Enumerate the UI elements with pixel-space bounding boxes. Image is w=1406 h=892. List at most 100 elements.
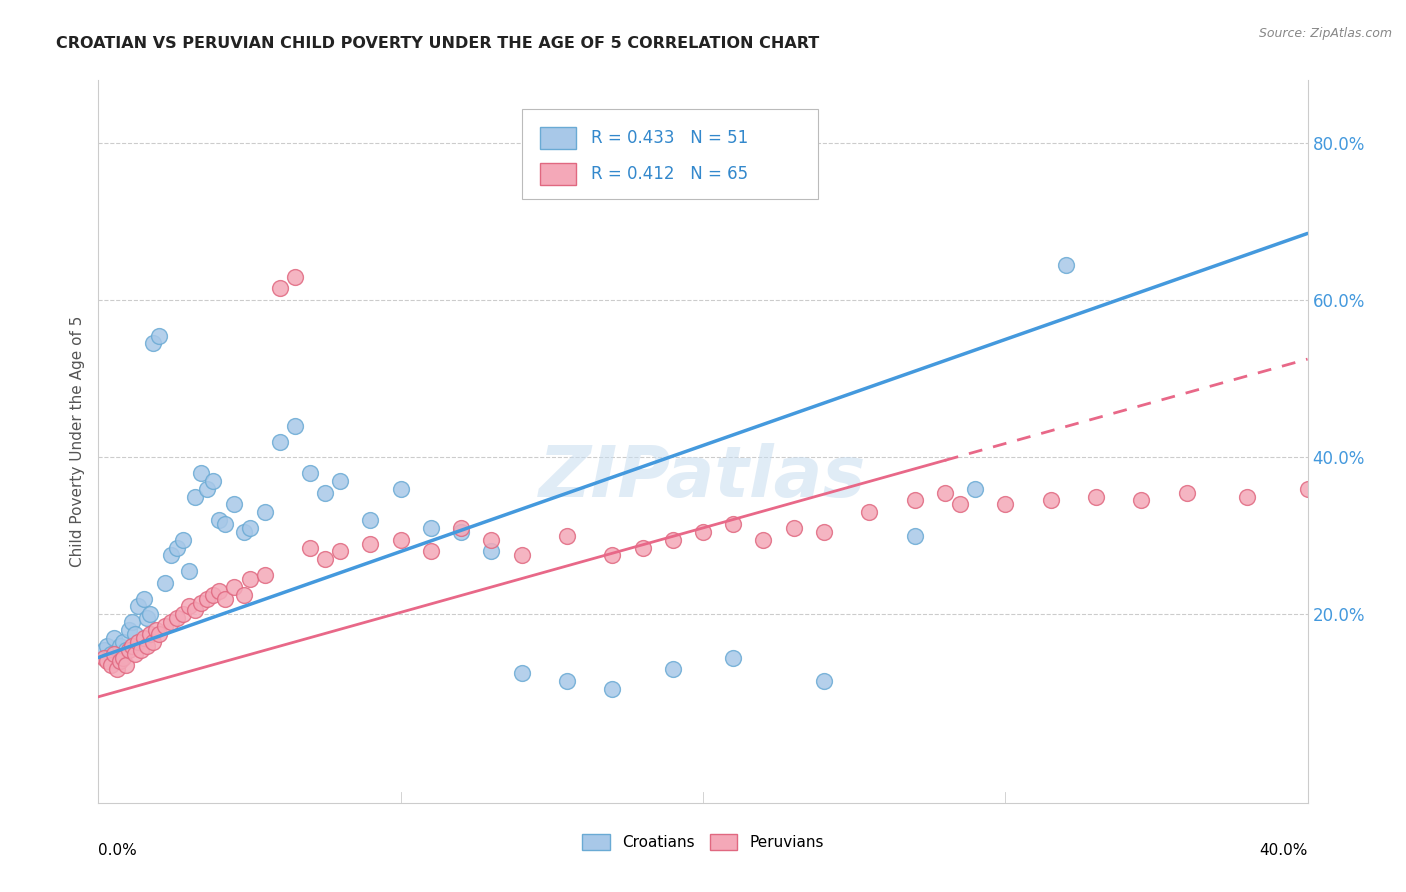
Point: [132, 631, 155, 645]
Point: [121, 639, 143, 653]
FancyBboxPatch shape: [522, 109, 818, 200]
Point: [1039, 493, 1062, 508]
Point: [103, 631, 125, 645]
Point: [184, 603, 207, 617]
Point: [184, 490, 207, 504]
Point: [208, 513, 231, 527]
Point: [121, 615, 143, 630]
Point: [148, 328, 170, 343]
Point: [723, 516, 745, 531]
Point: [949, 497, 972, 511]
Point: [108, 655, 131, 669]
Point: [153, 619, 176, 633]
Point: [360, 536, 382, 550]
Point: [1236, 490, 1258, 504]
Point: [661, 662, 683, 676]
Point: [1054, 258, 1077, 272]
Point: [172, 533, 194, 547]
Point: [142, 336, 165, 351]
Point: [555, 529, 578, 543]
Point: [994, 497, 1017, 511]
Point: [195, 591, 218, 606]
Point: [752, 533, 775, 547]
Text: Source: ZipAtlas.com: Source: ZipAtlas.com: [1258, 27, 1392, 40]
Point: [160, 549, 183, 563]
Point: [127, 599, 149, 614]
Point: [103, 647, 125, 661]
Legend: Croatians, Peruvians: Croatians, Peruvians: [576, 829, 830, 856]
Point: [661, 533, 683, 547]
Point: [105, 662, 128, 676]
Point: [124, 647, 146, 661]
Point: [111, 635, 134, 649]
Point: [329, 474, 352, 488]
Point: [329, 544, 352, 558]
Point: [232, 524, 254, 539]
Point: [160, 615, 183, 630]
Point: [481, 544, 503, 558]
Point: [96, 639, 118, 653]
Point: [420, 544, 443, 558]
Point: [904, 529, 927, 543]
Point: [129, 642, 152, 657]
Point: [118, 623, 141, 637]
Point: [783, 521, 806, 535]
Point: [253, 568, 276, 582]
Point: [111, 650, 134, 665]
Point: [631, 541, 654, 555]
Point: [420, 521, 443, 535]
Point: [139, 627, 162, 641]
Point: [214, 516, 236, 531]
Point: [813, 674, 835, 689]
Point: [93, 642, 115, 657]
Point: [190, 466, 212, 480]
Point: [284, 269, 307, 284]
FancyBboxPatch shape: [540, 163, 576, 185]
Point: [179, 599, 201, 614]
Point: [253, 505, 276, 519]
Text: R = 0.433   N = 51: R = 0.433 N = 51: [591, 129, 748, 147]
Point: [135, 639, 157, 653]
Point: [450, 521, 472, 535]
Point: [813, 524, 835, 539]
Point: [239, 521, 262, 535]
Point: [389, 482, 412, 496]
Point: [132, 591, 155, 606]
Point: [166, 541, 188, 555]
Point: [1130, 493, 1153, 508]
Point: [172, 607, 194, 622]
Text: 40.0%: 40.0%: [1260, 843, 1308, 857]
Point: [93, 650, 115, 665]
Point: [148, 627, 170, 641]
Point: [100, 658, 122, 673]
Point: [214, 591, 236, 606]
Point: [118, 642, 141, 657]
Point: [153, 575, 176, 590]
Point: [934, 485, 956, 500]
Point: [105, 655, 128, 669]
Point: [299, 466, 322, 480]
Point: [1296, 482, 1319, 496]
Point: [179, 564, 201, 578]
Point: [692, 524, 714, 539]
Text: R = 0.412   N = 65: R = 0.412 N = 65: [591, 165, 748, 183]
Text: ZIPatlas: ZIPatlas: [540, 443, 866, 512]
Point: [510, 666, 533, 681]
Point: [299, 541, 322, 555]
Point: [723, 650, 745, 665]
Point: [127, 635, 149, 649]
Point: [124, 627, 146, 641]
Point: [96, 655, 118, 669]
Point: [142, 635, 165, 649]
Point: [1175, 485, 1198, 500]
Point: [269, 434, 291, 449]
Point: [1085, 490, 1108, 504]
Point: [602, 681, 624, 696]
Point: [108, 639, 131, 653]
Point: [202, 474, 225, 488]
Point: [224, 497, 246, 511]
Point: [481, 533, 503, 547]
Point: [114, 642, 136, 657]
Point: [239, 572, 262, 586]
Point: [232, 588, 254, 602]
